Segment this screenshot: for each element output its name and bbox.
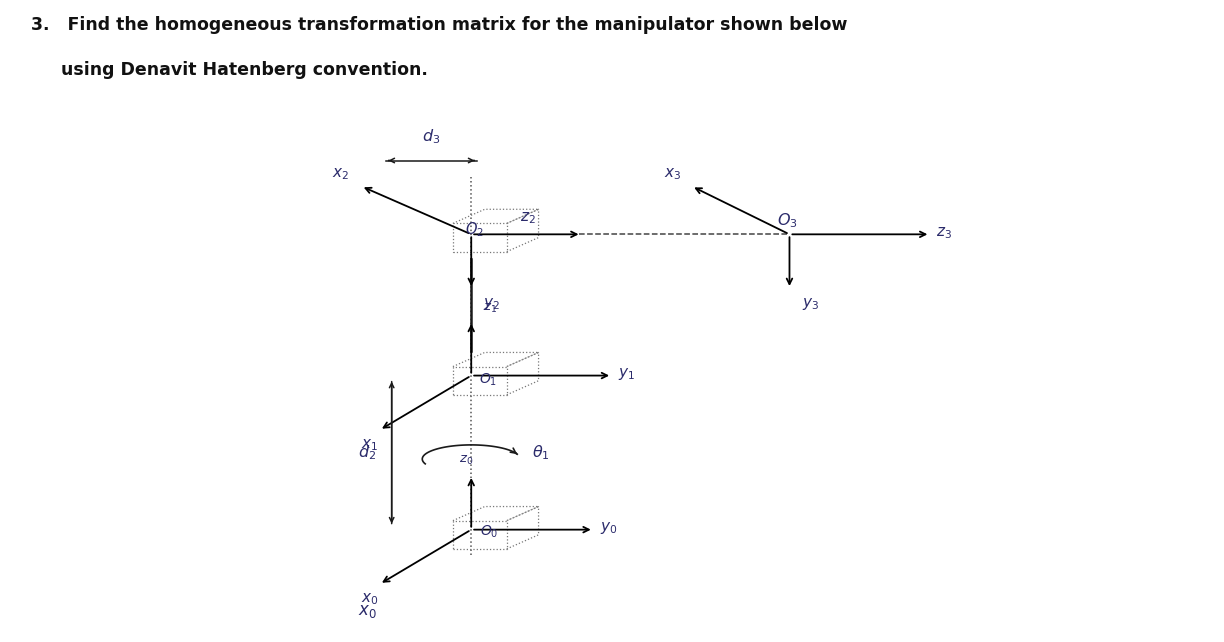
Text: $x_0$: $x_0$ — [361, 591, 378, 607]
Text: $O_1$: $O_1$ — [479, 371, 497, 388]
Text: $x_1$: $x_1$ — [361, 437, 378, 453]
Text: $\theta_1$: $\theta_1$ — [532, 443, 551, 462]
Text: $y_3$: $y_3$ — [802, 296, 819, 312]
Text: 3.   Find the homogeneous transformation matrix for the manipulator shown below: 3. Find the homogeneous transformation m… — [31, 16, 847, 34]
Text: $z_3$: $z_3$ — [936, 225, 952, 241]
Text: $z_0$: $z_0$ — [459, 455, 474, 467]
Text: $x_2$: $x_2$ — [332, 166, 349, 182]
Text: $y_2$: $y_2$ — [483, 296, 501, 312]
Text: $z_2$: $z_2$ — [520, 211, 536, 226]
Text: using Denavit Hatenberg convention.: using Denavit Hatenberg convention. — [31, 61, 427, 79]
Text: $d_3$: $d_3$ — [422, 128, 441, 146]
Text: $O_2$: $O_2$ — [465, 220, 483, 239]
Text: $y_1$: $y_1$ — [618, 367, 635, 382]
Text: $O_3$: $O_3$ — [777, 211, 798, 230]
Text: $y_0$: $y_0$ — [600, 521, 617, 536]
Text: $x_3$: $x_3$ — [665, 166, 682, 182]
Text: $d_2$: $d_2$ — [357, 443, 376, 462]
Text: $z_1$: $z_1$ — [483, 302, 497, 315]
Text: $O_0$: $O_0$ — [480, 524, 498, 541]
Text: $x_0$: $x_0$ — [357, 603, 377, 620]
